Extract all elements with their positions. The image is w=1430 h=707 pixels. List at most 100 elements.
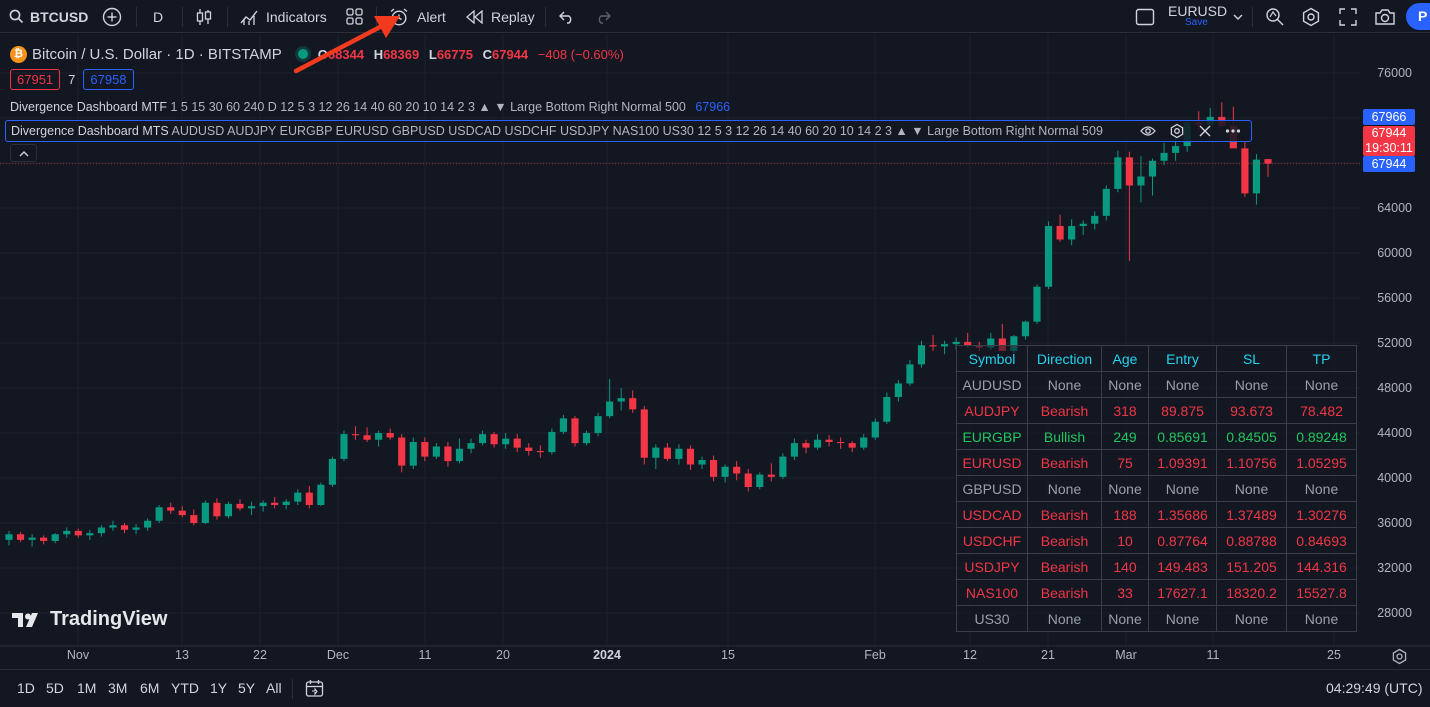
cell-entry: None: [1148, 371, 1217, 398]
fullscreen-button[interactable]: [1339, 0, 1357, 33]
range-button[interactable]: YTD: [171, 680, 199, 696]
range-button[interactable]: All: [266, 680, 282, 696]
candle-body: [144, 520, 152, 528]
replay-button[interactable]: Replay: [466, 0, 535, 33]
close-value: 67944: [491, 46, 529, 62]
undo-button[interactable]: [559, 0, 575, 33]
symbol-search[interactable]: BTCUSD: [9, 0, 88, 33]
dashboard-row: GBPUSD None None None None None: [956, 475, 1357, 502]
open-key: O: [317, 46, 328, 62]
layout-toggle-button[interactable]: [1135, 0, 1155, 33]
close-icon[interactable]: [1198, 124, 1212, 138]
price-chart[interactable]: [0, 34, 1430, 668]
interval-button[interactable]: D: [153, 0, 163, 33]
range-button[interactable]: 1Y: [210, 680, 228, 696]
dashboard-row: NAS100 Bearish 33 17627.1 18320.2 15527.8: [956, 579, 1357, 606]
quick-search-button[interactable]: [1265, 0, 1284, 33]
col-entry: Entry: [1148, 345, 1217, 372]
cell-age: 318: [1101, 397, 1149, 424]
cell-age: 249: [1101, 423, 1149, 450]
dashboard-row: EURGBP Bullish 249 0.85691 0.84505 0.89248: [956, 423, 1357, 450]
candle-body: [409, 442, 417, 466]
cell-tp: 1.30276: [1286, 501, 1357, 528]
indicator-mts-legend[interactable]: Divergence Dashboard MTS AUDUSD AUDJPY E…: [5, 120, 1252, 142]
candle-body: [663, 447, 671, 459]
candle-body: [236, 503, 244, 509]
utc-clock[interactable]: 04:29:49 (UTC): [1326, 680, 1423, 696]
cell-entry: 17627.1: [1148, 579, 1217, 606]
last-price-tag: 67944 19:30:11: [1363, 126, 1415, 156]
redo-button[interactable]: [595, 0, 611, 33]
candle-body: [247, 506, 256, 509]
candle-body: [490, 434, 498, 445]
cell-sl: 1.37489: [1216, 501, 1287, 528]
redo-icon: [598, 11, 611, 24]
candle-body: [894, 383, 902, 397]
settings-button[interactable]: [1301, 0, 1321, 33]
candle-body: [444, 446, 452, 462]
cell-tp: 0.89248: [1286, 423, 1357, 450]
candle-body: [571, 418, 579, 444]
candle-body: [802, 443, 810, 448]
range-button[interactable]: 3M: [108, 680, 128, 696]
time-axis-label: 22: [253, 648, 267, 662]
candle-body: [421, 442, 429, 457]
candle-body: [629, 398, 637, 410]
col-tp: TP: [1286, 345, 1357, 372]
cell-entry: 89.875: [1148, 397, 1217, 424]
candle-body: [109, 525, 117, 528]
series-legend: ₿ Bitcoin / U.S. Dollar · 1D · BITSTAMP …: [10, 44, 630, 64]
bid-button[interactable]: 67951: [10, 69, 61, 90]
series-title[interactable]: Bitcoin / U.S. Dollar · 1D · BITSTAMP: [32, 45, 282, 63]
candle-body: [432, 446, 440, 457]
ask-button[interactable]: 67958: [83, 69, 134, 90]
compare-button[interactable]: [102, 0, 122, 33]
candle-body: [513, 438, 521, 448]
cell-tp: 144.316: [1286, 553, 1357, 580]
indicators-label: Indicators: [266, 8, 327, 25]
more-icon[interactable]: [1225, 128, 1241, 134]
range-button[interactable]: 1M: [77, 680, 97, 696]
chart-settings-icon[interactable]: [1391, 648, 1408, 665]
range-button[interactable]: 1D: [17, 680, 35, 696]
candle-body: [190, 515, 198, 523]
cell-direction: Bearish: [1027, 527, 1102, 554]
cell-age: None: [1101, 605, 1149, 632]
candle-body: [28, 537, 36, 540]
bitcoin-icon: ₿: [10, 45, 27, 63]
cell-direction: Bearish: [1027, 397, 1102, 424]
publish-button[interactable]: P: [1406, 3, 1430, 30]
save-link[interactable]: Save: [1185, 17, 1208, 28]
camera-icon: [1375, 8, 1395, 25]
indicator-mtf-legend[interactable]: Divergence Dashboard MTF 1 5 15 30 60 24…: [10, 100, 730, 114]
col-age: Age: [1101, 345, 1149, 372]
last-price-value: 67944: [1371, 126, 1407, 140]
replay-label: Replay: [491, 8, 535, 25]
candle-body: [294, 492, 302, 502]
gear-icon[interactable]: [1169, 123, 1185, 139]
snapshot-button[interactable]: [1374, 0, 1396, 33]
dashboard-row: USDJPY Bearish 140 149.483 151.205 144.316: [956, 553, 1357, 580]
chart-pane[interactable]: [0, 34, 1430, 668]
templates-button[interactable]: [346, 0, 363, 33]
price-axis-label: 60000: [1377, 246, 1412, 260]
candle-body: [5, 534, 13, 540]
range-button[interactable]: 5D: [46, 680, 64, 696]
chart-type-button[interactable]: [196, 0, 212, 33]
range-button[interactable]: 6M: [140, 680, 160, 696]
layout-name[interactable]: EURUSD: [1168, 3, 1228, 19]
goto-date-icon[interactable]: [305, 679, 324, 698]
indicators-button[interactable]: Indicators: [240, 0, 327, 33]
tradingview-logo[interactable]: TradingView: [12, 608, 167, 631]
layout-dropdown[interactable]: [1233, 0, 1243, 33]
eye-icon[interactable]: [1140, 125, 1156, 137]
low-value: 66775: [436, 46, 473, 62]
grid-icon: [346, 8, 363, 25]
candle-body: [1137, 176, 1145, 186]
cell-direction: None: [1027, 371, 1102, 398]
candle-body: [790, 443, 799, 457]
collapse-legend-button[interactable]: [10, 144, 37, 162]
cell-direction: Bearish: [1027, 449, 1102, 476]
range-button[interactable]: 5Y: [238, 680, 256, 696]
candle-body: [871, 421, 879, 438]
